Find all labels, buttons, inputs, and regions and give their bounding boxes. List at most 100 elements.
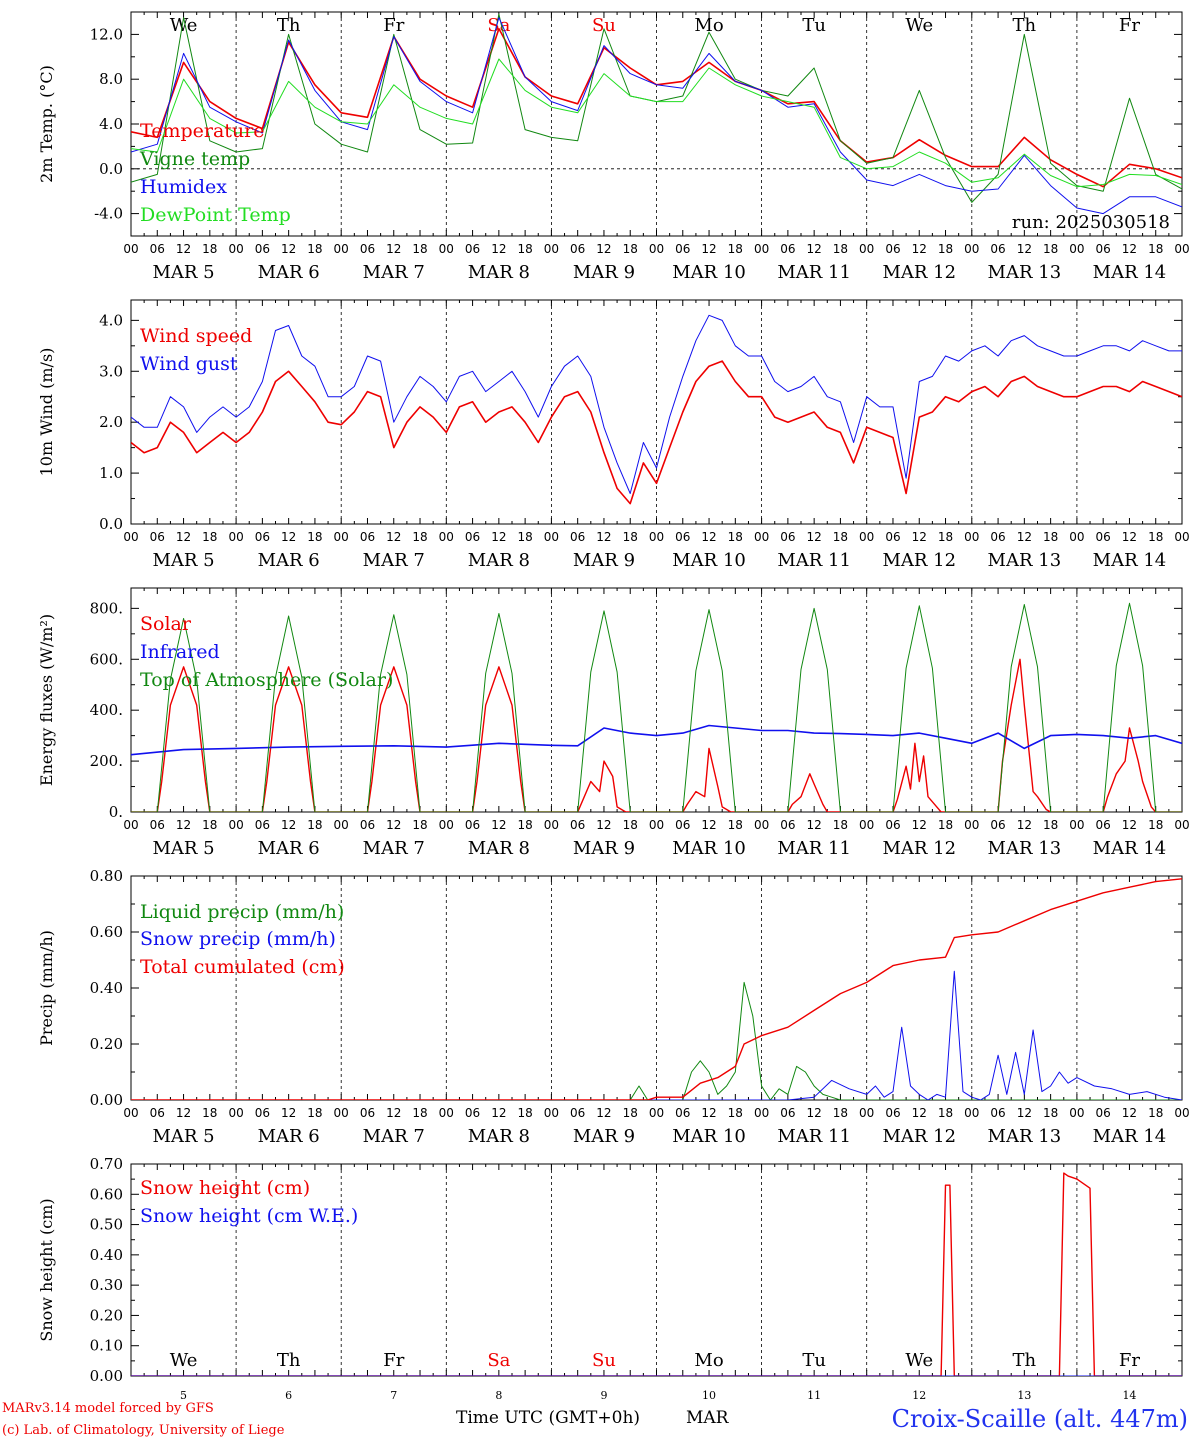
x-hour-label: 00 [754,818,769,832]
weekday-label: Sa [487,1350,510,1371]
x-hour-label: 18 [623,818,638,832]
panel-frame [130,11,1183,237]
y-tick-label: 0.80 [90,867,123,885]
x-hour-label: 06 [990,818,1005,832]
x-hour-label: 06 [885,242,900,256]
legend-entry: Solar [140,613,192,635]
x-hour-label: 18 [517,530,532,544]
panel-3: 800. 600. 400. 200. 0. Energy fluxes (W/m²) 00… [37,587,1190,859]
y-tick-label: 0.40 [90,979,123,997]
x-hour-label: 00 [439,1106,454,1120]
weekday-label: Th [277,1350,301,1371]
x-hour-label: 18 [1148,242,1163,256]
x-hour-label: 12 [176,242,191,256]
x-hour-label: 12 [491,1106,506,1120]
x-hour-label: 12 [807,242,822,256]
x-hour-label: 12 [281,1106,296,1120]
x-day-label: MAR 11 [777,838,851,859]
x-hour-label: 00 [754,530,769,544]
y-tick-label: 0.20 [90,1035,123,1053]
y-tick-label: 0.0 [99,160,123,178]
x-day-label: MAR 10 [672,838,746,859]
x-day-label: MAR 11 [777,262,851,283]
x-hour-label: 00 [649,530,664,544]
x-hour-label: 00 [544,818,559,832]
x-hour-label: 12 [807,530,822,544]
x-hour-label: 00 [964,242,979,256]
x-hour-label: 18 [1148,818,1163,832]
x-hour-label: 06 [990,1106,1005,1120]
x-hour-label: 12 [281,818,296,832]
weekday-label: Th [1013,1350,1037,1371]
x-day-label: MAR 12 [882,262,956,283]
x-hour-label: 00 [1174,1106,1189,1120]
weekday-label: Mo [694,15,723,36]
y-tick-label: 0.70 [90,1155,123,1173]
x-hour-label: 00 [544,242,559,256]
weekday-label: Th [1013,15,1037,36]
x-hour-label: 18 [202,242,217,256]
x-hour-label: 06 [1096,242,1111,256]
y-axis-label: Energy fluxes (W/m²) [37,614,56,786]
x-hour-label: 18 [728,818,743,832]
x-hour-label: 12 [701,1106,716,1120]
x-hour-label: 06 [1096,1106,1111,1120]
x-hour-label: 18 [412,1106,427,1120]
y-tick-label: 4.0 [99,115,123,133]
series-line-1 [131,360,1182,505]
x-hour-label: 12 [912,530,927,544]
x-hour-label: 00 [334,530,349,544]
x-hour-label: 12 [386,242,401,256]
x-hour-label: 12 [491,242,506,256]
x-day-label: MAR 7 [363,838,425,859]
x-hour-label: 12 [1017,530,1032,544]
x-hour-label: 18 [1043,530,1058,544]
series-line-3 [131,17,1182,215]
x-hour-label: 18 [202,818,217,832]
x-hour-label: 18 [307,818,322,832]
x-hour-label: 00 [649,1106,664,1120]
x-hour-label: 12 [596,242,611,256]
x-day-number: 5 [180,1389,187,1402]
weekday-label: Fr [383,1350,404,1371]
x-hour-label: 12 [912,242,927,256]
x-hour-label: 00 [334,242,349,256]
y-tick-label: 0. [109,803,123,821]
x-day-label: MAR 9 [573,550,635,571]
x-hour-label: 12 [491,530,506,544]
x-hour-label: 06 [465,1106,480,1120]
x-hour-label: 06 [255,1106,270,1120]
x-hour-label: 06 [465,818,480,832]
series-line-3 [131,878,1182,1100]
x-day-number: 14 [1122,1389,1136,1402]
x-hour-label: 06 [360,242,375,256]
x-hour-label: 00 [964,530,979,544]
x-hour-label: 00 [123,818,138,832]
x-day-label: MAR 9 [573,838,635,859]
x-hour-label: 00 [228,530,243,544]
x-hour-label: 06 [1096,530,1111,544]
x-day-number: 6 [285,1389,292,1402]
x-hour-label: 12 [491,818,506,832]
weekday-label: Th [277,15,301,36]
x-day-label: MAR 5 [152,550,214,571]
weekday-label: We [170,1350,198,1371]
x-day-label: MAR 10 [672,550,746,571]
series-line-4 [131,58,1182,188]
x-hour-label: 06 [990,242,1005,256]
footer-model-line: MARv3.14 model forced by GFS [2,1401,214,1416]
x-day-label: MAR 13 [988,262,1062,283]
x-hour-label: 18 [938,242,953,256]
x-hour-label: 00 [228,818,243,832]
x-hour-label: 18 [833,1106,848,1120]
x-hour-label: 00 [1174,530,1189,544]
x-hour-label: 18 [517,818,532,832]
x-hour-label: 18 [938,1106,953,1120]
x-hour-label: 18 [623,242,638,256]
x-hour-label: 00 [964,818,979,832]
x-hour-label: 06 [255,242,270,256]
x-hour-label: 06 [1096,818,1111,832]
y-tick-label: -4.0 [94,205,123,223]
y-tick-label: 0.50 [90,1216,123,1234]
